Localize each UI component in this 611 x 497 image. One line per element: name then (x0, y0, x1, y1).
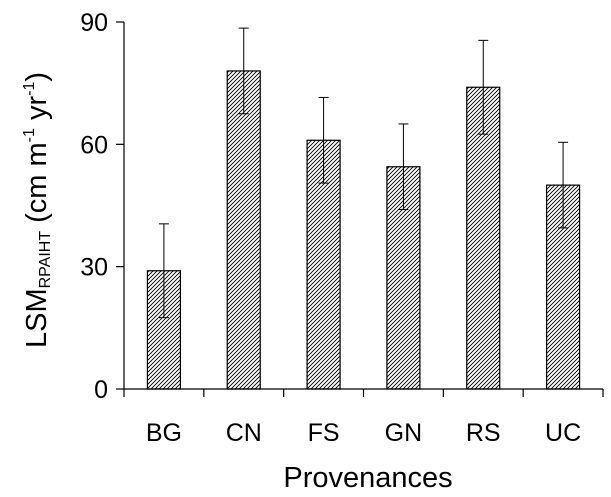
bar-cn (226, 70, 261, 390)
y-axis-title-unit-mid: yr (21, 96, 53, 129)
error-bar-rs (478, 39, 489, 135)
x-tick-label: GN (385, 419, 423, 447)
x-tick-label: BG (146, 419, 182, 447)
y-axis-title: LSMRPAIHT (cm m-1 yr-1) (21, 72, 54, 348)
bar-rs (466, 86, 501, 390)
error-bars-layer (158, 27, 569, 319)
error-bar-cn (238, 27, 249, 115)
y-tick-label: 30 (80, 254, 108, 282)
x-tick-label: CN (226, 419, 262, 447)
y-axis-title-unit-prefix: (cm m (21, 142, 53, 231)
x-tick-label: FS (308, 419, 340, 447)
x-tick-label: UC (545, 419, 581, 447)
x-axis-title: Provenances (283, 462, 452, 494)
y-axis-title-subscript: RPAIHT (37, 231, 54, 289)
y-tick-label: 90 (80, 9, 108, 37)
y-axis-title-main: LSM (21, 288, 53, 348)
y-axis-title-exponent-1: -1 (21, 128, 38, 142)
error-bar-gn (398, 123, 409, 211)
error-bar-uc (558, 141, 569, 229)
y-axis-title-exponent-2: -1 (21, 82, 38, 96)
y-axis-title-unit-suffix: ) (21, 72, 53, 82)
y-ticks: 0 30 60 90 (80, 9, 124, 404)
x-ticks: BG CN FS GN RS UC (123, 389, 604, 447)
y-tick-label: 0 (94, 376, 108, 404)
error-bar-fs (318, 96, 329, 184)
error-bar-bg (158, 223, 169, 319)
bars-layer (146, 70, 581, 390)
y-tick-label: 60 (80, 131, 108, 159)
x-tick-label: RS (466, 419, 501, 447)
